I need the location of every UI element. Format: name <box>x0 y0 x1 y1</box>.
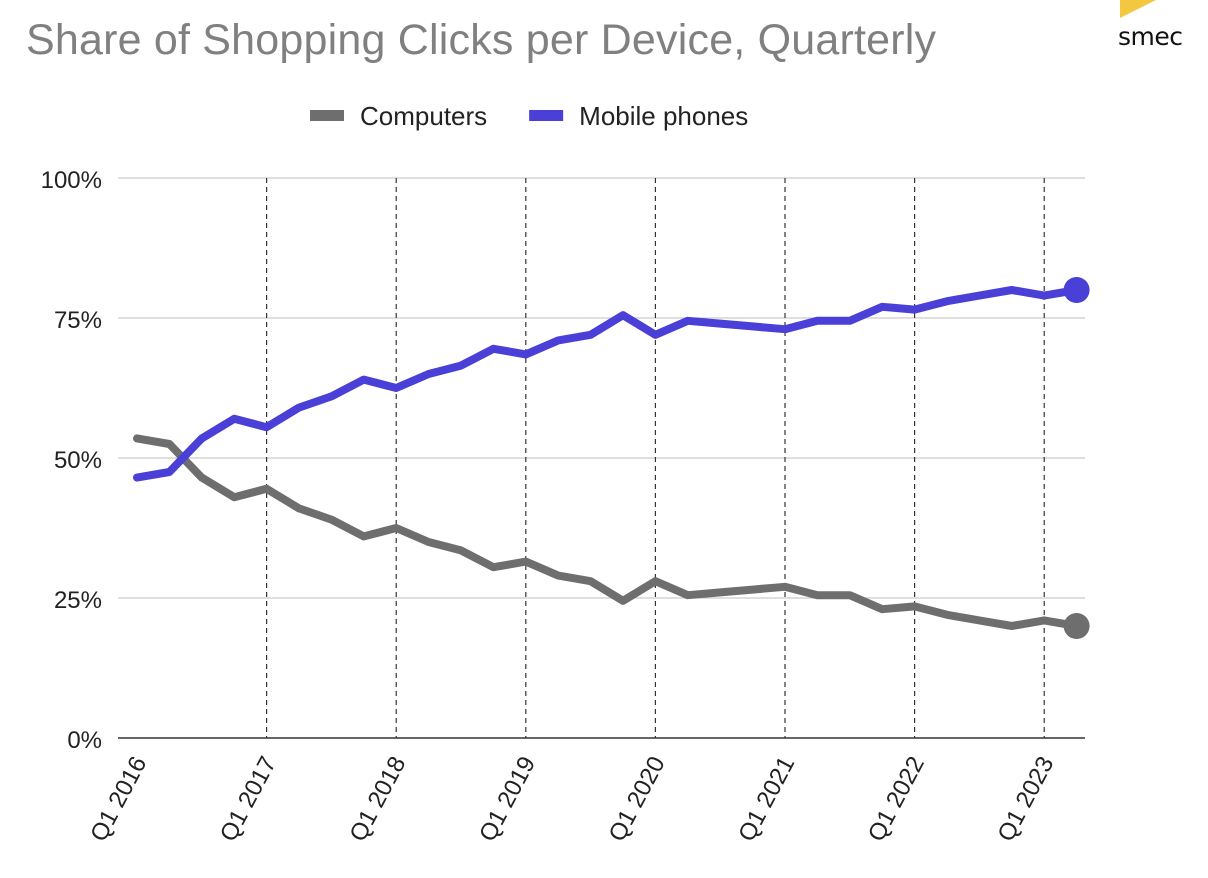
series-line-mobile-phones <box>133 286 1081 482</box>
x-tick-label: Q1 2016 <box>85 752 152 846</box>
x-tick-label: Q1 2021 <box>733 752 800 846</box>
brand-text: smec <box>1118 22 1183 51</box>
chart-gridlines <box>118 177 1085 739</box>
x-tick-label: Q1 2023 <box>992 752 1059 846</box>
y-tick-label: 100% <box>41 167 102 194</box>
legend-swatch <box>310 110 344 121</box>
y-tick-label: 75% <box>54 307 102 334</box>
chart-title: Share of Shopping Clicks per Device, Qua… <box>26 16 937 64</box>
brand-mark-icon <box>1120 0 1156 18</box>
legend-label: Computers <box>360 101 487 131</box>
x-tick-label: Q1 2020 <box>604 752 671 846</box>
x-tick-label: Q1 2017 <box>215 752 282 846</box>
x-tick-label: Q1 2018 <box>344 752 411 846</box>
x-tick-label: Q1 2019 <box>474 752 541 846</box>
chart-series <box>133 277 1090 639</box>
legend-swatch <box>529 110 564 121</box>
y-axis-ticks: 0% 25% 50% 75% 100% <box>41 167 102 754</box>
series-line-computers <box>133 434 1081 630</box>
series-end-marker <box>1063 277 1090 303</box>
x-axis-ticks: Q1 2016 Q1 2017 Q1 2018 Q1 2019 Q1 2020 Q1 20… <box>85 752 1059 846</box>
legend-label: Mobile phones <box>579 101 748 131</box>
y-tick-label: 25% <box>54 587 102 614</box>
legend: Computers Mobile phones <box>310 101 748 131</box>
y-tick-label: 0% <box>67 727 102 754</box>
x-tick-label: Q1 2022 <box>863 752 930 846</box>
brand-logo: smec <box>1116 0 1208 60</box>
series-end-marker <box>1063 613 1090 639</box>
y-tick-label: 50% <box>54 447 102 474</box>
